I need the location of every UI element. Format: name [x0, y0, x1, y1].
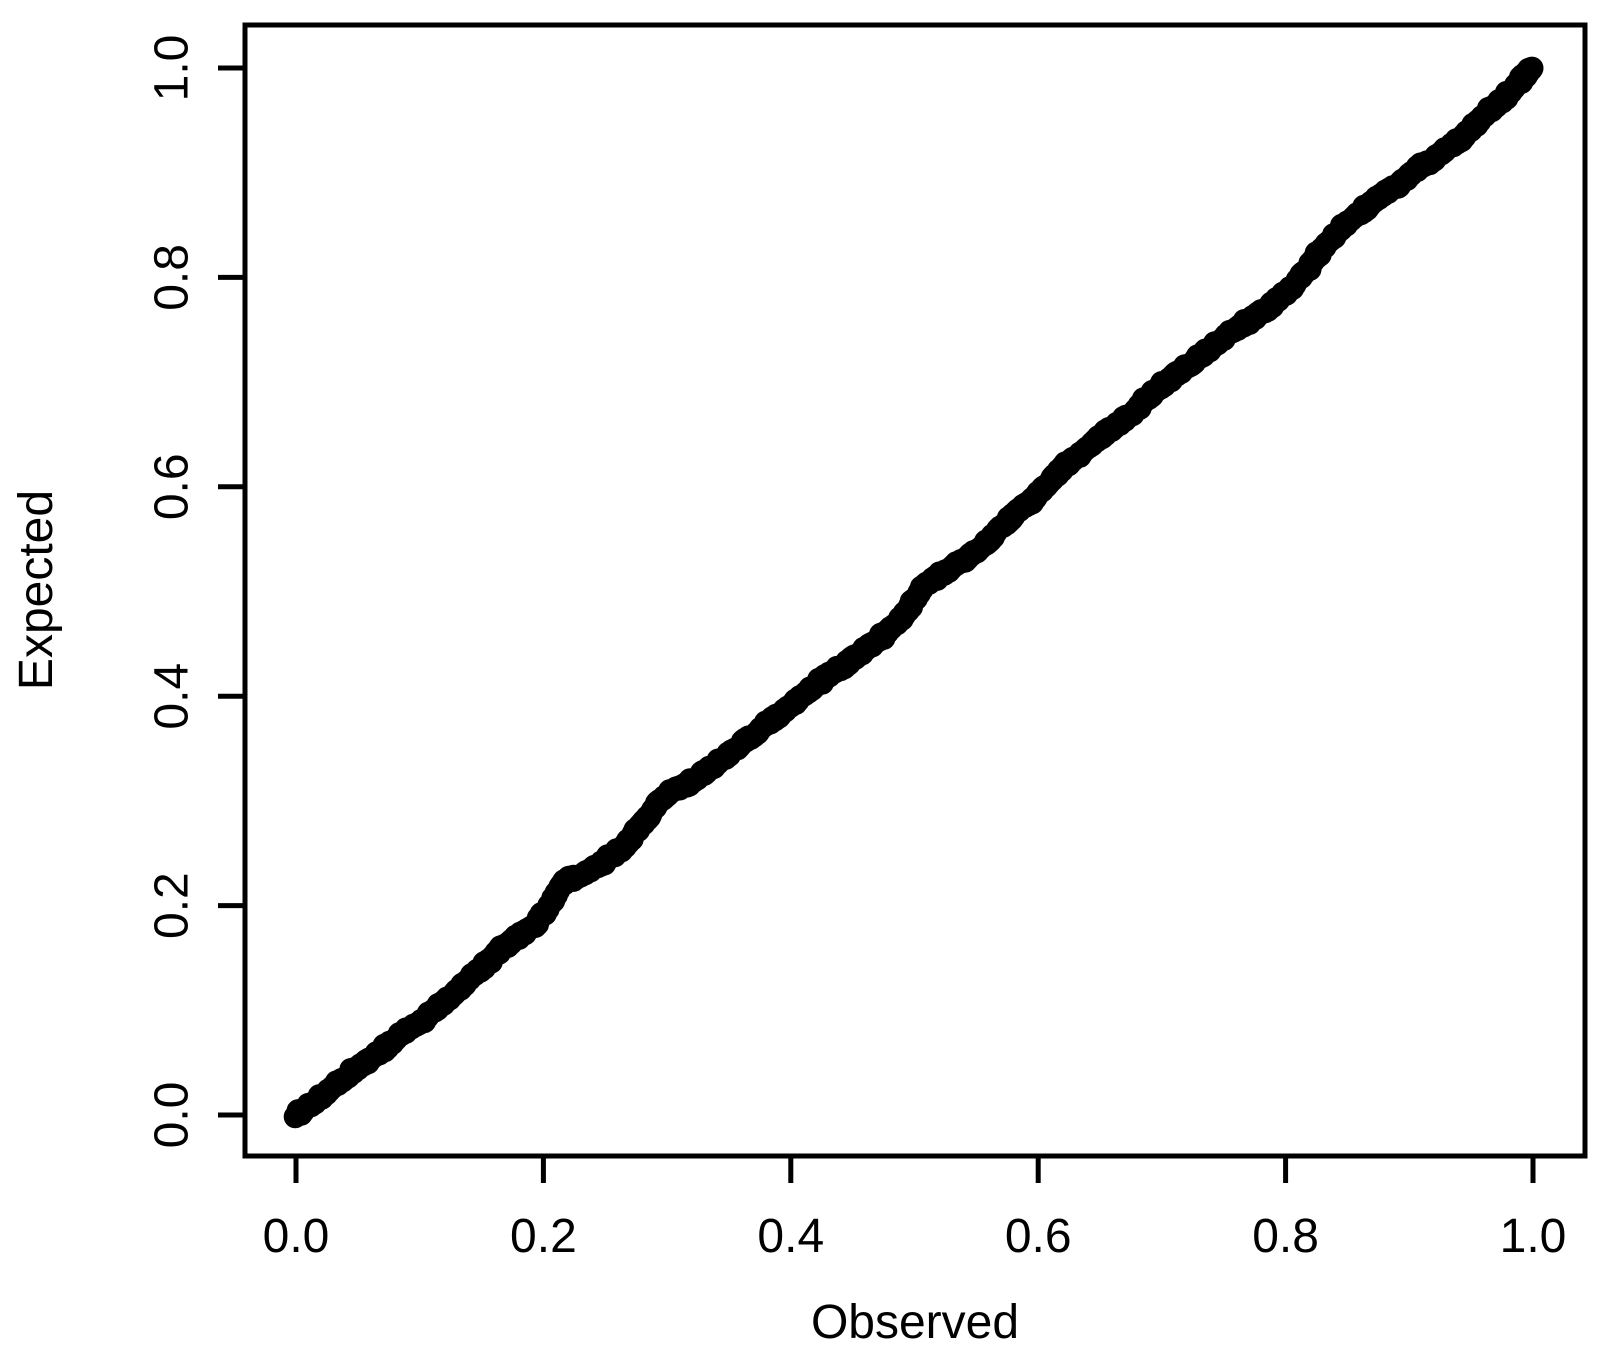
- y-axis-ticks: [218, 65, 245, 1118]
- y-tick-label: 0.4: [146, 663, 199, 730]
- y-tick-label: 0.6: [146, 453, 199, 520]
- y-tick-label: 0.2: [146, 872, 199, 939]
- x-tick-label: 0.0: [263, 1210, 330, 1263]
- x-axis-tick-labels: 0.0 0.2 0.4 0.6 0.8 1.0: [263, 1210, 1567, 1263]
- x-axis-ticks: [293, 1156, 1536, 1183]
- y-axis-tick-labels: 0.0 0.2 0.4 0.6 0.8 1.0: [146, 35, 199, 1149]
- y-tick-label: 0.0: [146, 1082, 199, 1149]
- x-tick-label: 0.8: [1252, 1210, 1319, 1263]
- y-tick-label: 1.0: [146, 35, 199, 102]
- plot-box-border: [242, 22, 1588, 1159]
- x-tick-label: 1.0: [1500, 1210, 1567, 1263]
- y-tick-label: 0.8: [146, 244, 199, 311]
- x-tick-label: 0.2: [510, 1210, 577, 1263]
- scatter-points: [283, 56, 1544, 1129]
- y-axis-title: Expected: [10, 490, 63, 690]
- x-axis-title: Observed: [811, 1296, 1019, 1349]
- x-tick-label: 0.6: [1005, 1210, 1072, 1263]
- x-tick-label: 0.4: [757, 1210, 824, 1263]
